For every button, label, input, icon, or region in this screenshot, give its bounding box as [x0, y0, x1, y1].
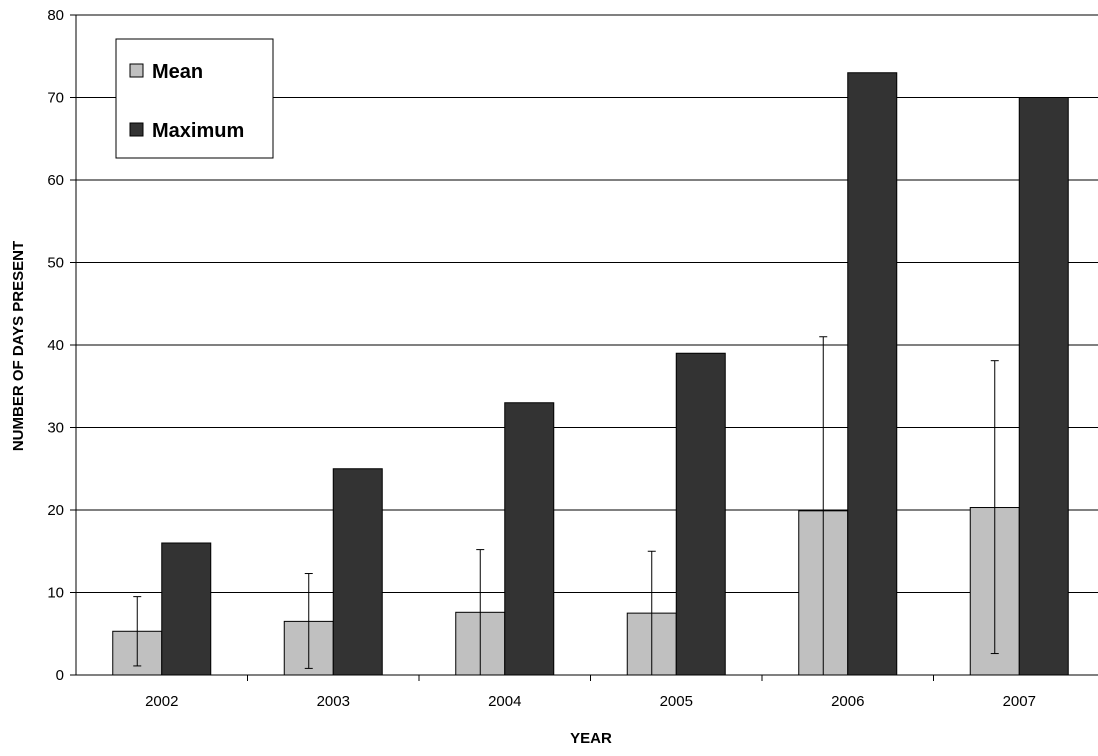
y-tick-label: 50 — [47, 255, 64, 272]
y-tick-label: 60 — [47, 172, 64, 189]
y-tick-label: 80 — [47, 7, 64, 24]
legend: Mean Maximum — [115, 38, 274, 159]
bar-maximum-2004 — [504, 402, 555, 676]
bar-maximum-2005 — [675, 352, 726, 676]
legend-swatch-maximum — [129, 122, 144, 137]
axes — [70, 14, 1098, 681]
x-tick-label: 2003 — [317, 693, 350, 710]
tick-labels: 0 10 20 30 40 50 60 70 80 2002 2003 2004 2005 2006 200… — [47, 7, 1036, 710]
legend-label-mean: Mean — [152, 61, 203, 83]
y-axis-title: NUMBER OF DAYS PRESENT — [10, 241, 27, 451]
x-axis-title: YEAR — [570, 730, 612, 747]
bar-maximum-2002 — [161, 542, 212, 676]
y-tick-label: 30 — [47, 420, 64, 437]
bar-maximum-2006 — [847, 72, 898, 676]
y-tick-label: 20 — [47, 502, 64, 519]
y-tick-label: 10 — [47, 585, 64, 602]
legend-label-maximum: Maximum — [152, 120, 244, 142]
x-tick-label: 2002 — [145, 693, 178, 710]
error-bars — [133, 336, 999, 675]
x-tick-label: 2006 — [831, 693, 864, 710]
legend-box — [115, 38, 274, 159]
x-tick-label: 2004 — [488, 693, 521, 710]
x-tick-label: 2005 — [660, 693, 693, 710]
y-tick-label: 40 — [47, 337, 64, 354]
legend-swatch-mean — [129, 63, 144, 78]
y-tick-label: 70 — [47, 90, 64, 107]
bars — [112, 72, 1069, 676]
y-tick-label: 0 — [56, 667, 64, 684]
bar-maximum-2003 — [332, 468, 383, 676]
x-tick-label: 2007 — [1003, 693, 1036, 710]
bar-maximum-2007 — [1018, 97, 1069, 676]
